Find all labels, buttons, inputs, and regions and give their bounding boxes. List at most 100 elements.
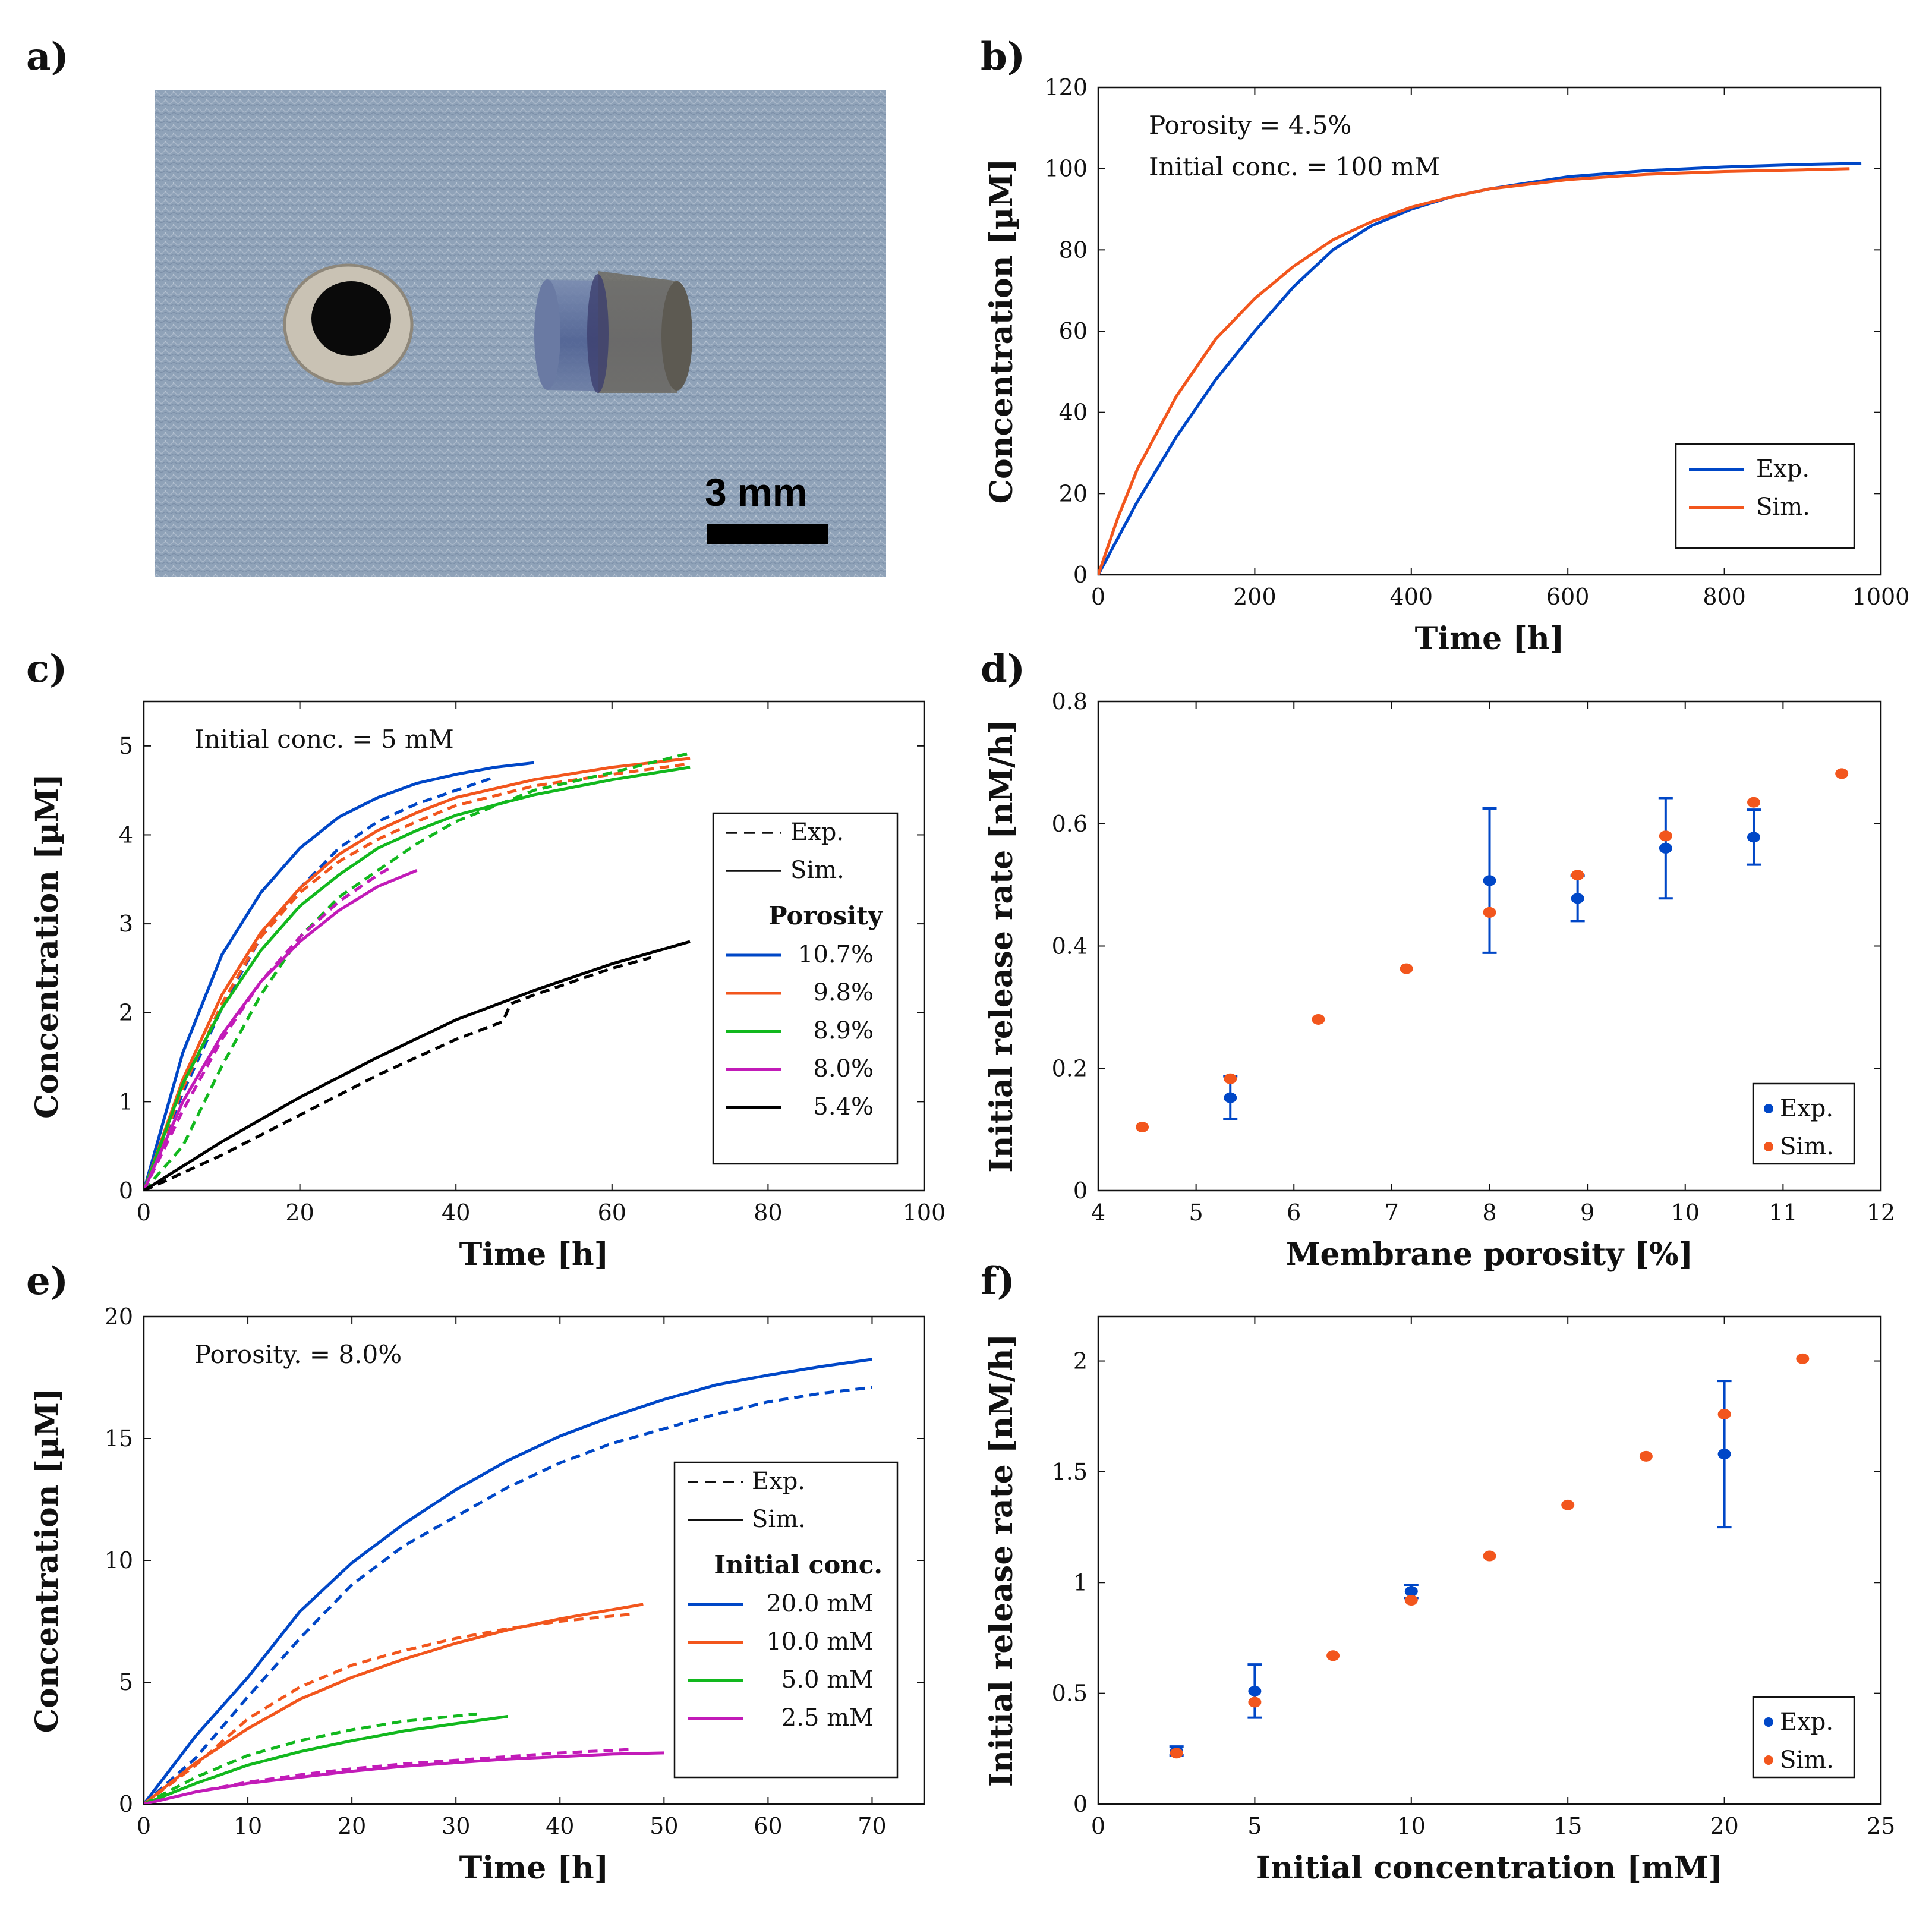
data-point: [1483, 907, 1496, 918]
data-point: [1248, 1685, 1262, 1696]
legend-marker: [1764, 1142, 1773, 1151]
legend: Exp. Sim. Porosity 10.7% 9.8% 8.9% 8.0% 5.4%: [712, 812, 899, 1165]
series-line: [144, 775, 496, 1191]
y-axis-label: Initial release rate [nM/h]: [984, 1334, 1020, 1787]
series-line: [144, 766, 691, 1191]
x-tick-label: 15: [1553, 1813, 1582, 1839]
chart-e: 0 10 20 30 40 50 60 70 0 5 10 15 20 Time [h] Concentra…: [29, 1304, 925, 1886]
series-line: [144, 757, 691, 1191]
legend-label: 8.9%: [813, 1017, 874, 1044]
data-point: [1400, 963, 1413, 974]
legend-box: [1675, 443, 1855, 549]
y-tick-label: 10: [105, 1547, 133, 1573]
legend-label: 10.0 mM: [766, 1628, 874, 1655]
legend-marker: [1764, 1104, 1773, 1113]
ring-hole: [311, 281, 391, 356]
scale-bar-label: 3 mm: [705, 470, 807, 514]
legend-label: 5.0 mM: [781, 1666, 874, 1694]
legend-label: 9.8%: [813, 979, 874, 1006]
series-line: [144, 751, 691, 1191]
y-tick-label: 120: [1044, 74, 1088, 100]
data-point: [1796, 1353, 1810, 1364]
data-point: [1835, 768, 1849, 779]
legend-title: Porosity: [768, 901, 884, 930]
data-point: [1312, 1013, 1325, 1025]
data-point: [1659, 842, 1672, 854]
x-tick-label: 10: [1397, 1813, 1426, 1839]
legend-label: 20.0 mM: [766, 1590, 874, 1617]
y-tick-label: 20: [1059, 480, 1088, 506]
data-point: [1747, 832, 1760, 843]
chart-b: 0 200 400 600 800 1000 0 20 40 60 80 100 120 Time [h]…: [984, 74, 1909, 657]
data-point: [1404, 1595, 1418, 1606]
data-point: [1483, 875, 1496, 886]
legend-label: Sim.: [1756, 493, 1810, 521]
data-point: [1136, 1122, 1149, 1133]
photo-drawing: 3 mm: [155, 90, 886, 577]
x-tick-label: 0: [1091, 1813, 1105, 1839]
y-tick-label: 40: [1059, 399, 1088, 426]
y-tick-label: 0.4: [1052, 933, 1088, 959]
y-tick-label: 100: [1044, 156, 1088, 182]
y-tick-label: 2: [1073, 1348, 1088, 1374]
y-tick-label: 0: [119, 1178, 133, 1204]
legend: Exp. Sim.: [1752, 1082, 1855, 1165]
chart-c: 0 20 40 60 80 100 0 1 2 3 4 5 Time [h] Concentration …: [29, 700, 946, 1273]
x-tick-label: 400: [1390, 584, 1433, 610]
data-point: [1224, 1092, 1237, 1103]
fabric-background: [155, 90, 886, 577]
x-tick-label: 100: [903, 1200, 946, 1226]
x-tick-label: 5: [1189, 1200, 1203, 1226]
x-tick-label: 10: [234, 1813, 262, 1839]
y-tick-label: 20: [105, 1304, 133, 1330]
series-line: [144, 1714, 509, 1804]
plot-frame: [143, 700, 925, 1192]
y-tick-label: 1: [119, 1088, 133, 1115]
legend: Exp. Sim.: [1752, 1696, 1855, 1779]
annotation: Porosity = 4.5%: [1149, 111, 1351, 140]
legend-label: Exp.: [790, 819, 844, 846]
x-axis-label: Time [h]: [459, 1236, 609, 1273]
x-tick-label: 60: [598, 1200, 626, 1226]
x-tick-label: 25: [1867, 1813, 1895, 1839]
x-tick-label: 10: [1671, 1200, 1700, 1226]
data-point: [1571, 893, 1584, 904]
y-tick-label: 5: [119, 733, 133, 759]
legend-label: 2.5 mM: [781, 1704, 874, 1732]
y-tick-label: 0.8: [1052, 688, 1088, 715]
legend-marker: [1764, 1717, 1773, 1727]
y-axis-label: Initial release rate [nM/h]: [984, 719, 1020, 1172]
membrane-cylinder: [534, 271, 692, 393]
legend-label: Sim.: [1780, 1133, 1834, 1160]
x-tick-label: 5: [1247, 1813, 1262, 1839]
y-tick-label: 60: [1059, 318, 1088, 344]
x-axis-label: Initial concentration [mM]: [1256, 1850, 1723, 1886]
x-tick-label: 9: [1580, 1200, 1594, 1226]
x-tick-label: 1000: [1852, 584, 1910, 610]
series-line: [144, 1748, 633, 1804]
y-axis-label: Concentration [µM]: [29, 773, 65, 1119]
y-tick-label: 0.5: [1052, 1680, 1088, 1707]
legend-label: Sim.: [1780, 1746, 1834, 1774]
x-tick-label: 80: [754, 1200, 782, 1226]
x-axis-label: Time [h]: [1415, 621, 1565, 657]
x-tick-label: 800: [1703, 584, 1746, 610]
legend-label: Sim.: [790, 857, 844, 884]
legend-label: Exp.: [1780, 1095, 1833, 1122]
legend-label: Exp.: [1780, 1708, 1833, 1736]
y-tick-label: 0.2: [1052, 1055, 1088, 1081]
x-tick-label: 12: [1867, 1200, 1895, 1226]
series-line: [144, 940, 691, 1191]
x-tick-label: 30: [442, 1813, 470, 1839]
series-line: [144, 1358, 872, 1804]
panel-label-e: e): [26, 1259, 68, 1304]
y-tick-label: 0: [1073, 1178, 1088, 1204]
y-tick-label: 1.5: [1052, 1459, 1088, 1485]
legend-title: Initial conc.: [714, 1550, 883, 1579]
x-tick-label: 70: [858, 1813, 886, 1839]
x-tick-label: 20: [1710, 1813, 1738, 1839]
y-tick-label: 0: [119, 1791, 133, 1817]
y-tick-label: 15: [105, 1425, 133, 1452]
x-tick-label: 60: [754, 1813, 782, 1839]
